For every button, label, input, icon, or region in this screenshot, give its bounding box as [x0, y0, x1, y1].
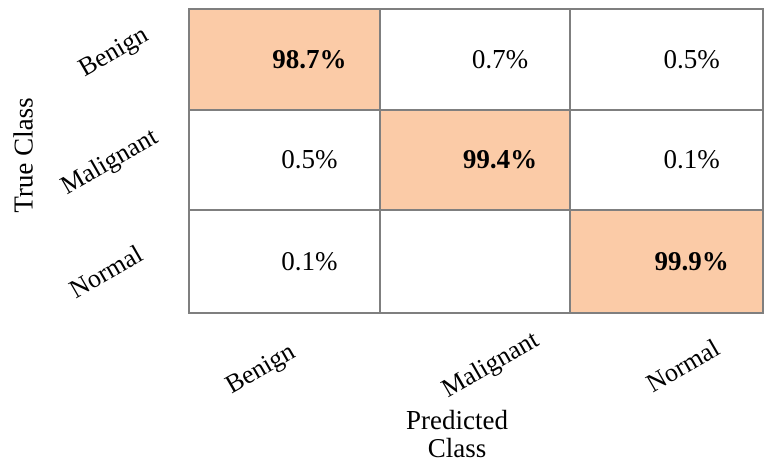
col-label-benign: Benign [219, 336, 300, 399]
col-label-normal: Normal [641, 333, 725, 398]
x-axis-title-line2: Class [427, 433, 487, 463]
cell-value: 0.7% [471, 43, 529, 74]
cell-value: 99.4% [462, 144, 538, 175]
cell-value: 99.9% [654, 246, 729, 277]
matrix-cell-malignant-normal: 0.1% [571, 110, 762, 212]
matrix-cell-normal-malignant [380, 211, 572, 312]
row-label-normal: Normal [64, 239, 148, 304]
y-axis-title: True Class [8, 97, 39, 213]
x-axis-title-line1: Predicted [406, 405, 508, 435]
col-label-malignant: Malignant [436, 324, 544, 403]
cell-value: 0.1% [281, 246, 338, 277]
row-label-malignant: Malignant [55, 121, 163, 200]
cell-value: 0.5% [663, 43, 720, 74]
cell-value: 0.5% [281, 144, 338, 175]
matrix-cell-benign-malignant: 0.7% [380, 10, 572, 111]
x-axis-title: Predicted Class [406, 406, 508, 462]
confusion-matrix-grid: 98.7% 0.7% 0.5% 0.5% 99.4% 0.1% 0.1% 99.… [188, 8, 764, 314]
cell-value: 98.7% [272, 43, 347, 74]
cell-value: 0.1% [663, 144, 720, 175]
matrix-cell-benign-benign: 98.7% [190, 10, 381, 111]
matrix-cell-normal-benign: 0.1% [190, 211, 381, 312]
row-label-benign: Benign [72, 19, 153, 82]
matrix-cell-malignant-benign: 0.5% [190, 110, 381, 212]
matrix-cell-malignant-malignant: 99.4% [380, 110, 572, 212]
matrix-cell-benign-normal: 0.5% [571, 10, 762, 111]
matrix-cell-normal-normal: 99.9% [571, 211, 762, 312]
